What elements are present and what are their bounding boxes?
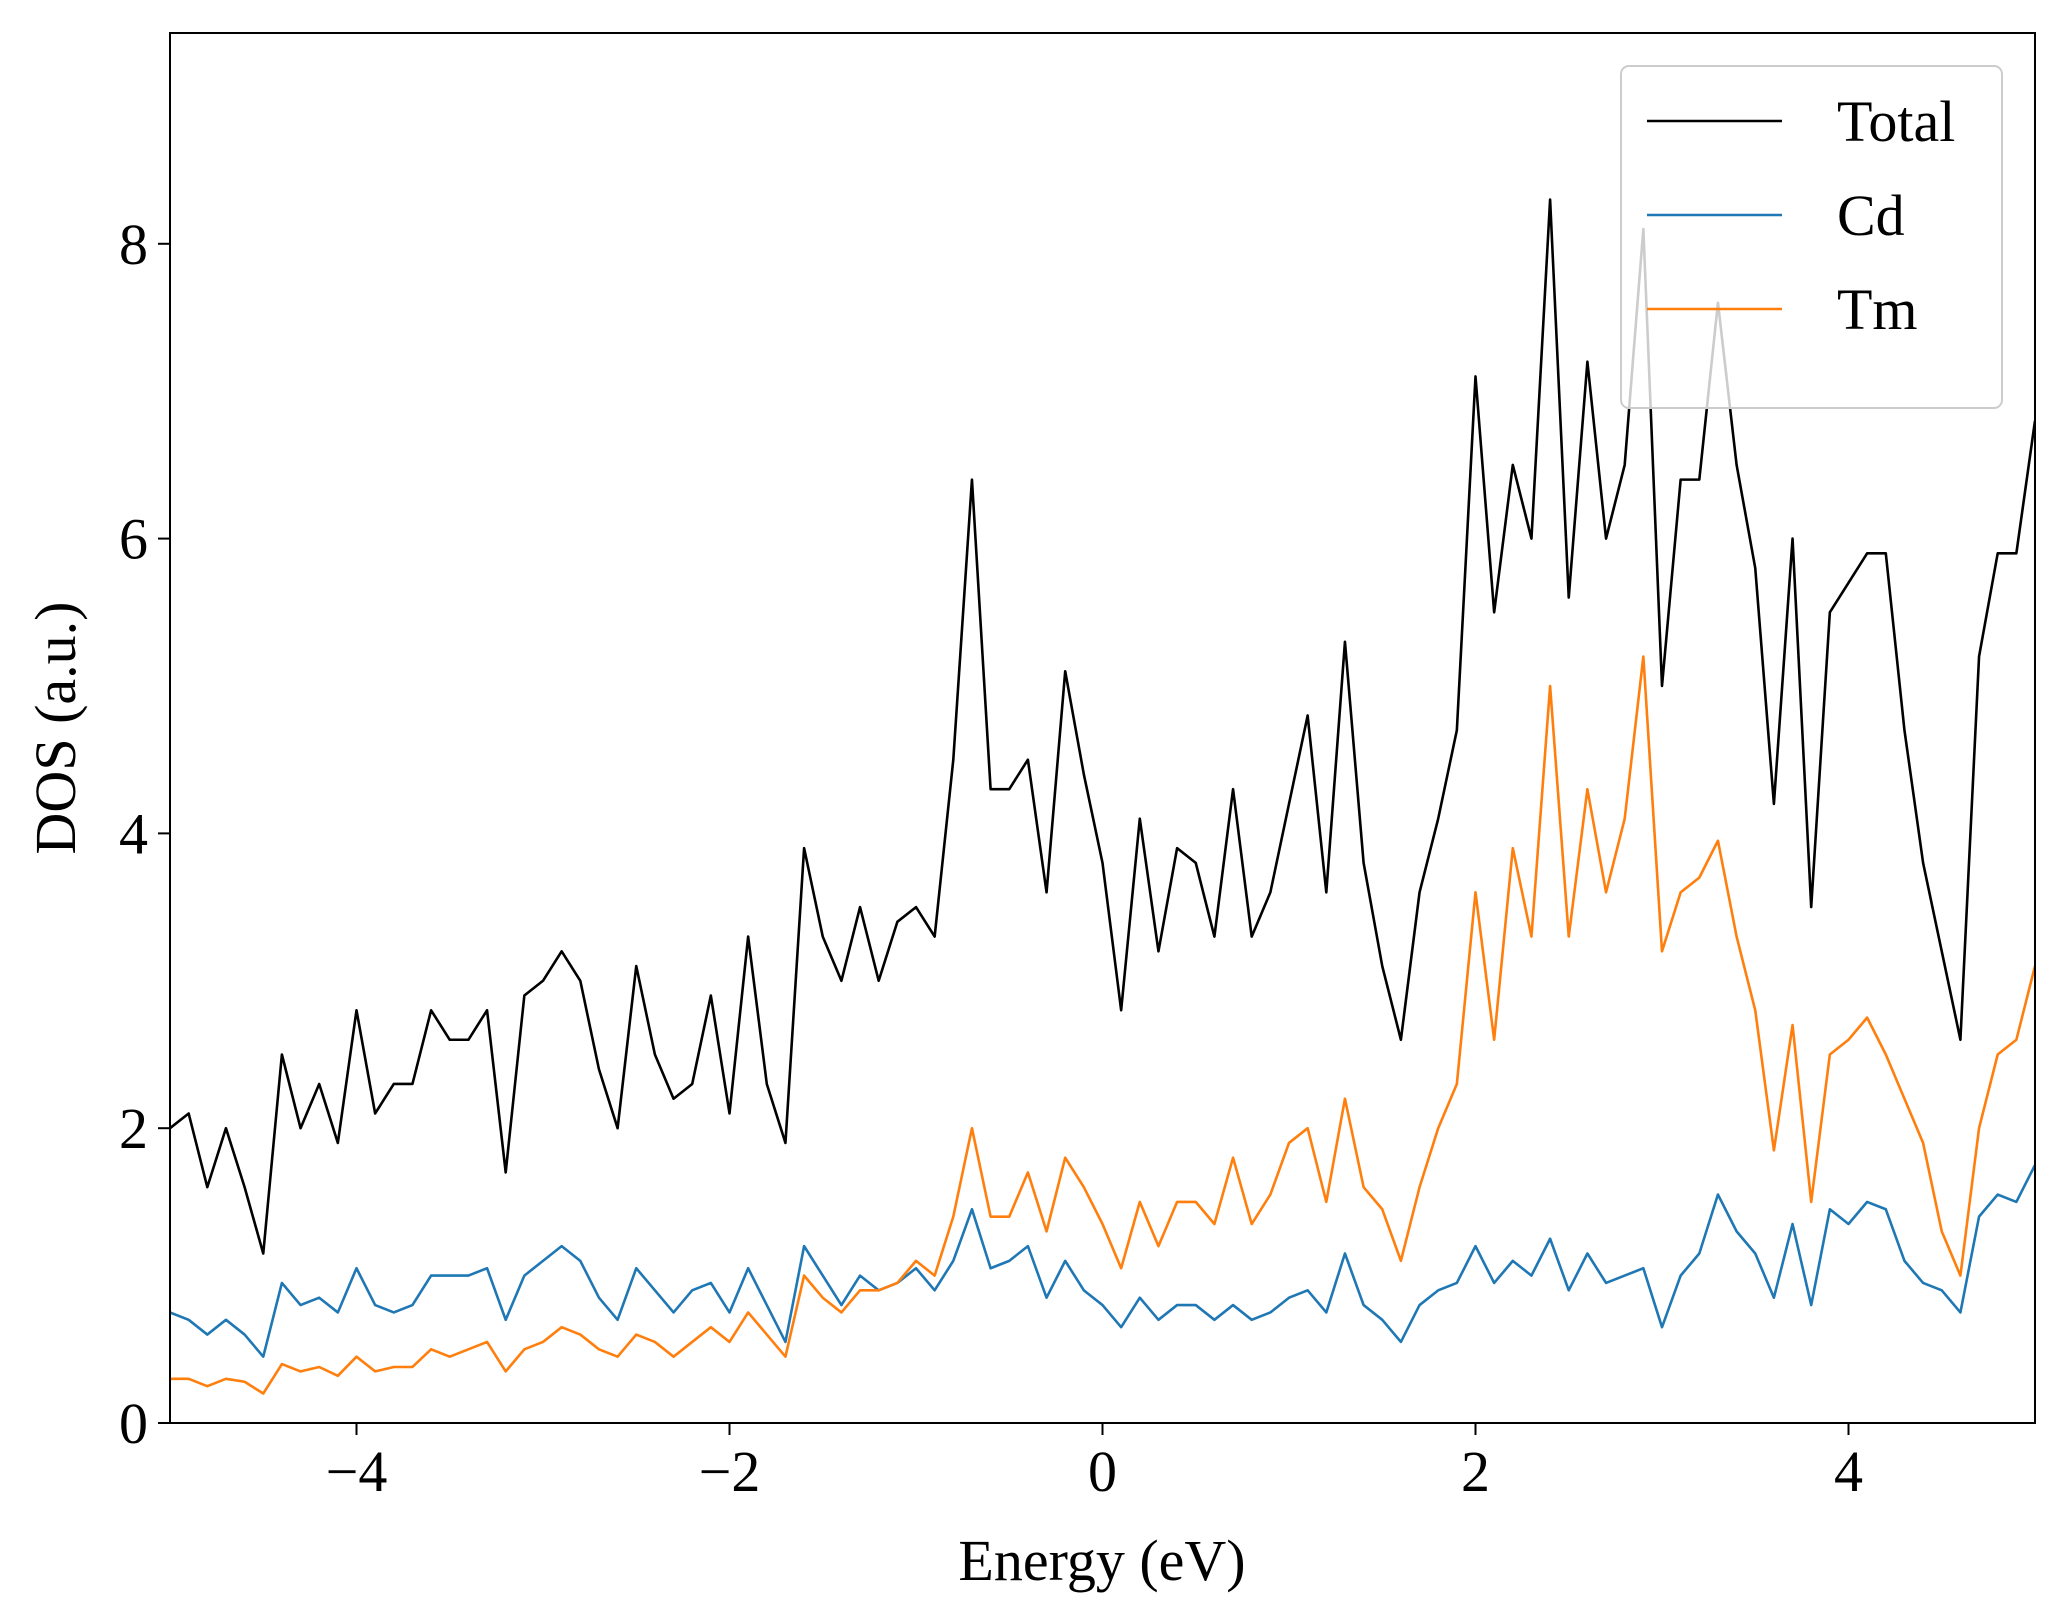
series-line	[170, 1164, 2035, 1358]
y-tick-label: 0	[119, 1391, 148, 1456]
x-tick-label: 0	[1088, 1439, 1117, 1504]
legend-label: Tm	[1837, 277, 1918, 342]
y-tick-label: 2	[119, 1096, 148, 1161]
series-line	[170, 655, 2035, 1395]
legend-label: Cd	[1837, 183, 1905, 248]
x-tick-label: −2	[699, 1439, 761, 1504]
x-tick-label: 4	[1834, 1439, 1863, 1504]
legend-label: Total	[1837, 89, 1955, 154]
x-tick-label: −4	[326, 1439, 388, 1504]
x-axis-label: Energy (eV)	[958, 1528, 1245, 1593]
y-tick-label: 6	[119, 507, 148, 572]
x-tick-label: 2	[1461, 1439, 1490, 1504]
y-tick-label: 8	[119, 212, 148, 277]
y-tick-label: 4	[119, 801, 148, 866]
legend-box	[1620, 65, 2003, 409]
y-axis-label: DOS (a.u.)	[23, 602, 88, 855]
